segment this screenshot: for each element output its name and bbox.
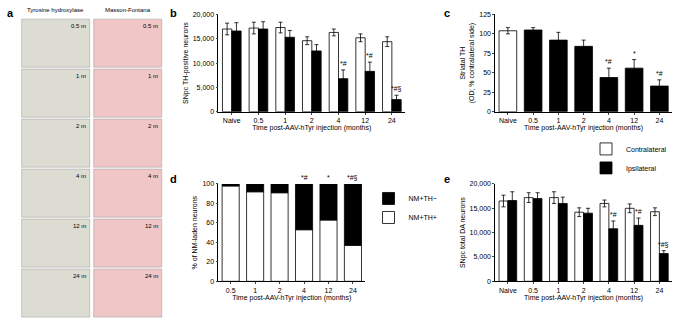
svg-text:20,000: 20,000 [470,180,492,187]
svg-text:80: 80 [206,200,214,207]
svg-text:1: 1 [556,117,560,124]
svg-text:12: 12 [630,117,638,124]
svg-text:4: 4 [607,117,611,124]
svg-text:75: 75 [483,50,491,57]
svg-text:d: d [170,173,177,185]
svg-text:50: 50 [483,69,491,76]
svg-text:24 m: 24 m [145,273,158,279]
svg-text:0.5: 0.5 [528,117,538,124]
svg-text:*#: *# [656,70,663,77]
svg-text:1: 1 [253,287,257,294]
svg-text:10,000: 10,000 [193,60,215,67]
svg-text:0: 0 [487,108,491,115]
svg-text:0: 0 [210,278,214,285]
svg-text:125: 125 [479,11,491,18]
svg-text:Ipsilateral: Ipsilateral [626,165,656,173]
svg-text:20: 20 [206,258,214,265]
svg-text:NM+TH−: NM+TH− [409,195,437,202]
svg-text:*#: *# [605,58,612,65]
svg-text:2 m: 2 m [76,123,86,129]
svg-text:NM+TH+: NM+TH+ [409,214,437,221]
svg-text:Striatal TH(OD; % contralatera: Striatal TH(OD; % contralateral side) [459,23,476,104]
svg-text:5,000: 5,000 [197,84,215,91]
svg-text:4: 4 [302,287,306,294]
svg-text:4 m: 4 m [148,173,158,179]
svg-text:24: 24 [349,287,357,294]
svg-text:*#: *# [635,208,642,215]
svg-text:1 m: 1 m [148,73,158,79]
svg-text:*#: *# [340,60,347,67]
svg-text:100: 100 [479,30,491,37]
svg-text:2: 2 [582,117,586,124]
svg-text:4: 4 [337,117,341,124]
svg-text:20,000: 20,000 [193,11,215,18]
svg-text:SNpc total DA neurons: SNpc total DA neurons [459,197,467,268]
svg-text:Time post-AAV-hTyr injection (: Time post-AAV-hTyr injection (months) [524,124,643,132]
svg-text:1: 1 [556,287,560,294]
svg-text:0.5: 0.5 [254,117,264,124]
svg-text:% of NM-laden neurons: % of NM-laden neurons [192,195,199,269]
svg-text:0.5: 0.5 [528,287,538,294]
svg-text:24: 24 [388,117,396,124]
svg-text:12 m: 12 m [73,223,86,229]
svg-text:*: * [633,50,636,57]
svg-text:c: c [444,7,450,19]
svg-text:0.5: 0.5 [226,287,236,294]
svg-text:10,000: 10,000 [470,229,492,236]
svg-text:24 m: 24 m [73,273,86,279]
svg-text:e: e [444,173,450,185]
svg-text:12: 12 [361,117,369,124]
svg-text:Time post-AAV-hTyr injection (: Time post-AAV-hTyr injection (months) [232,294,351,302]
svg-text:2: 2 [310,117,314,124]
svg-text:15,000: 15,000 [470,205,492,212]
svg-text:100: 100 [202,180,214,187]
svg-text:*#§: *#§ [658,241,669,248]
svg-text:1: 1 [283,117,287,124]
svg-text:a: a [7,7,14,19]
svg-text:Masson-Fontana: Masson-Fontana [105,7,151,13]
svg-text:*#: *# [366,52,373,59]
svg-text:2: 2 [278,287,282,294]
svg-text:*#: *# [301,174,308,181]
svg-text:Naive: Naive [499,287,517,294]
svg-text:b: b [170,7,177,19]
svg-text:12: 12 [325,287,333,294]
svg-text:60: 60 [206,219,214,226]
svg-text:40: 40 [206,239,214,246]
svg-text:15,000: 15,000 [193,35,215,42]
svg-text:0: 0 [487,278,491,285]
svg-text:4: 4 [607,287,611,294]
svg-text:1 m: 1 m [76,73,86,79]
svg-text:12 m: 12 m [145,223,158,229]
svg-text:*#: *# [610,211,617,218]
svg-text:0.5 m: 0.5 m [143,23,158,29]
svg-text:Tyrosine hydroxylase: Tyrosine hydroxylase [27,7,84,13]
svg-text:Time post-AAV-hTyr injection (: Time post-AAV-hTyr injection (months) [252,124,371,132]
svg-text:Time post-AAV-hTyr injection (: Time post-AAV-hTyr injection (months) [524,294,643,302]
svg-text:2: 2 [582,287,586,294]
svg-text:Naive: Naive [499,117,517,124]
svg-text:0.5 m: 0.5 m [71,23,86,29]
svg-text:*#§: *#§ [391,85,402,92]
svg-text:*: * [327,174,330,181]
svg-text:SNpc TH-positive neurons: SNpc TH-positive neurons [182,22,190,104]
svg-text:25: 25 [483,89,491,96]
svg-text:*#§: *#§ [347,174,358,181]
svg-text:12: 12 [630,287,638,294]
svg-text:2 m: 2 m [148,123,158,129]
svg-text:24: 24 [655,117,663,124]
svg-text:0: 0 [210,108,214,115]
svg-text:5,000: 5,000 [473,253,491,260]
svg-text:4 m: 4 m [76,173,86,179]
svg-text:24: 24 [655,287,663,294]
svg-text:Naive: Naive [223,117,241,124]
svg-text:Contralateral: Contralateral [626,146,667,153]
